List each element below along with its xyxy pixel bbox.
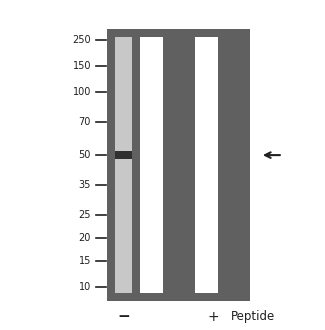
Bar bbox=[114, 151, 133, 159]
Text: +: + bbox=[207, 310, 219, 324]
Text: 10: 10 bbox=[79, 282, 91, 292]
Text: 70: 70 bbox=[79, 117, 91, 127]
Bar bbox=[218, 33, 250, 297]
Text: 20: 20 bbox=[79, 233, 91, 243]
Text: 15: 15 bbox=[79, 256, 91, 266]
Text: Peptide: Peptide bbox=[231, 310, 276, 323]
Text: −: − bbox=[117, 309, 130, 324]
Bar bbox=[107, 293, 250, 301]
Text: 150: 150 bbox=[72, 61, 91, 71]
Text: 50: 50 bbox=[79, 150, 91, 160]
Bar bbox=[107, 29, 250, 37]
Text: 25: 25 bbox=[79, 210, 91, 219]
Text: 250: 250 bbox=[72, 35, 91, 45]
Bar bbox=[162, 33, 195, 297]
Bar bbox=[107, 33, 140, 297]
Bar bbox=[114, 33, 133, 297]
Text: 100: 100 bbox=[72, 87, 91, 97]
Text: 35: 35 bbox=[79, 180, 91, 190]
